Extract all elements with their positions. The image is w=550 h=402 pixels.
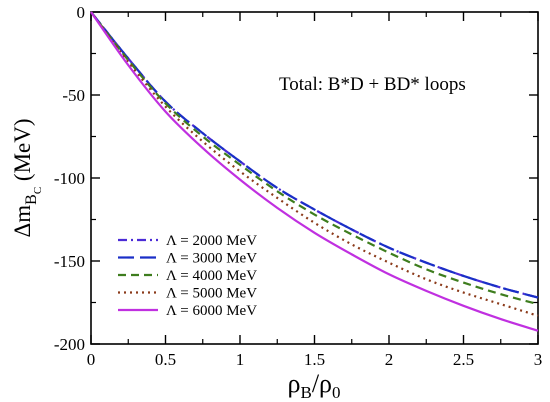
x-axis-title-sub1: B [300,383,311,402]
legend-label: Λ = 4000 MeV [166,268,257,284]
y-tick-label: 0 [77,3,86,22]
series-line [90,11,539,299]
legend-label: Λ = 6000 MeV [166,303,257,319]
x-tick-label: 0 [87,350,96,369]
x-tick-label: 0.5 [155,350,176,369]
series-line [90,11,539,332]
x-axis-title-sub2: 0 [332,383,341,402]
y-axis-title-main: Δm [10,205,35,238]
y-tick-labels: 0 -50 -100 -150 -200 [54,3,85,354]
series-line [90,11,539,306]
y-axis-title-sub2: C [32,187,44,194]
plot-frame [90,11,539,345]
x-axis-title-main: ρ [287,369,300,398]
x-tick-label: 2 [385,350,394,369]
y-tick-label: -50 [62,86,85,105]
chart-annotation: Total: B*D + BD* loops [279,74,466,95]
y-axis-title-unit: (MeV) [10,118,35,186]
series-lines [90,11,539,332]
x-axis-title: ρB/ρ0 [287,369,340,402]
legend-label: Λ = 3000 MeV [166,251,257,267]
y-tick-label: -100 [54,169,85,188]
y-axis-title-sub1: B [23,194,40,205]
y-tick-label: -150 [54,252,85,271]
x-tick-labels: 0 0.5 1 1.5 2 2.5 3 [87,350,543,369]
y-tick-label: -200 [54,335,85,354]
x-tick-label: 1.5 [304,350,325,369]
x-axis-title-slash: /ρ [312,369,332,398]
axis-ticks [90,11,539,345]
x-tick-label: 1 [236,350,245,369]
series-line [90,11,539,299]
series-line [90,11,539,317]
x-tick-label: 3 [534,350,543,369]
y-axis-title: ΔmBC (MeV) [10,118,44,237]
legend-label: Λ = 2000 MeV [166,233,257,249]
legend-label: Λ = 5000 MeV [166,286,257,302]
x-tick-label: 2.5 [453,350,474,369]
